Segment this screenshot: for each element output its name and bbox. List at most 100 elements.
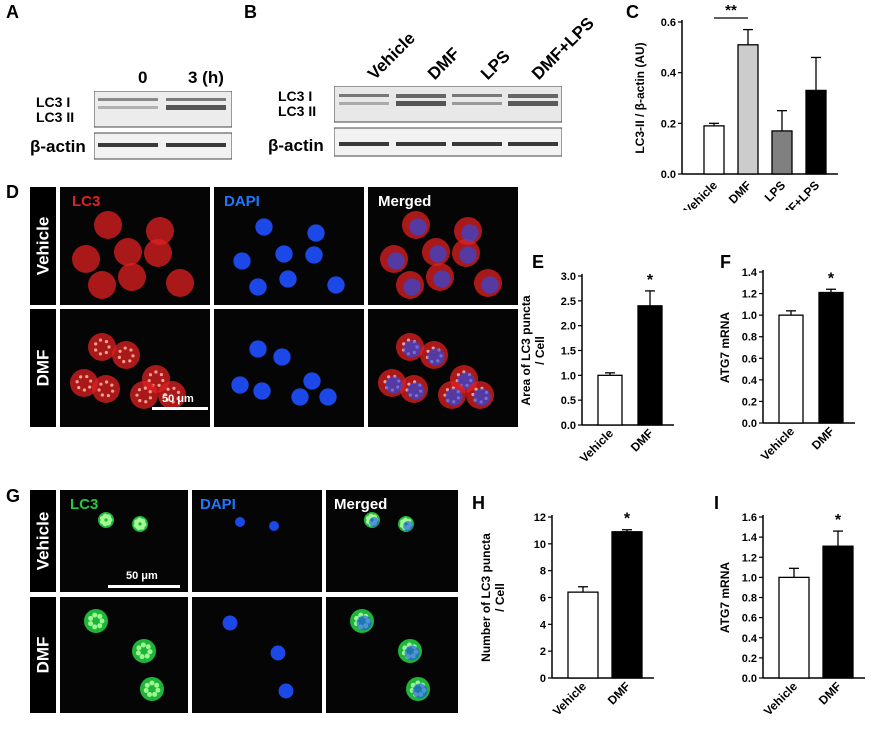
- lc3-puncta: [166, 387, 170, 391]
- blot-a-label-actin: β-actin: [30, 137, 86, 156]
- y-tick-label-e: 2.5: [561, 296, 576, 308]
- dapi-nucleus: [403, 521, 413, 531]
- blot-b-lane-lps: LPS: [477, 46, 514, 84]
- lc3-cell: [144, 239, 172, 267]
- dapi-nucleus: [403, 278, 421, 296]
- y-tick-label-f: 1.0: [742, 310, 757, 322]
- dapi-nucleus: [429, 245, 447, 263]
- dapi-nucleus: [327, 276, 345, 294]
- lc3-puncta: [136, 645, 142, 651]
- lc3-cell: [166, 269, 194, 297]
- micro-g-vehicle-lc3: [60, 490, 188, 592]
- dapi-nucleus: [461, 224, 479, 242]
- dapi-nucleus: [233, 252, 251, 270]
- x-tick-label-h: DMF: [605, 679, 633, 707]
- dapi-nucleus: [445, 388, 463, 406]
- micro-d-vehicle-dapi: [214, 187, 364, 305]
- blot-b-lane-vehicle: Vehicle: [364, 28, 419, 84]
- dapi-nucleus: [433, 270, 451, 288]
- panel-label-f: F: [720, 252, 731, 272]
- dapi-nucleus: [270, 645, 286, 661]
- lc3-puncta: [97, 613, 103, 619]
- y-tick-label-f: 0.0: [742, 418, 757, 430]
- lc3-puncta: [123, 346, 127, 350]
- y-tick-label-i: 0.4: [742, 633, 758, 645]
- dapi-nucleus: [255, 218, 273, 236]
- significance-star-e: *: [647, 272, 654, 289]
- y-tick-label-e: 0.5: [561, 395, 576, 407]
- lc3-cell: [140, 677, 164, 701]
- lc3-cell: [88, 333, 116, 361]
- lc3-puncta: [144, 682, 150, 688]
- panel-label-a: A: [6, 2, 19, 22]
- panel-label-d: D: [6, 182, 19, 202]
- row-label-dmf-g: DMF: [30, 597, 56, 713]
- lc3-puncta: [92, 612, 98, 618]
- lc3-puncta: [407, 382, 411, 386]
- y-tick-label-f: 0.6: [742, 353, 757, 365]
- lc3-puncta: [99, 618, 105, 624]
- dapi-nucleus: [273, 348, 291, 366]
- significance-star-i: *: [835, 512, 842, 529]
- lc3-puncta: [135, 393, 139, 397]
- y-tick-label-i: 1.4: [742, 532, 758, 544]
- lc3-puncta: [152, 691, 158, 697]
- lc3-puncta: [88, 615, 94, 621]
- channel-label-merged-d: Merged: [378, 193, 432, 210]
- micro-d-vehicle-merged: [368, 187, 518, 305]
- y-tick-label-c: 0.2: [661, 118, 676, 130]
- bar-i-0: [778, 576, 810, 679]
- x-tick-label-i: DMF: [816, 679, 844, 707]
- lc3-puncta: [104, 350, 108, 355]
- y-tick-label-i: 1.0: [742, 572, 757, 584]
- panel-label-c: C: [626, 2, 639, 22]
- dapi-nucleus: [279, 270, 297, 288]
- lc3-puncta: [154, 682, 160, 688]
- bar-c-2: [771, 130, 793, 175]
- y-tick-label-c: 0.0: [661, 169, 676, 181]
- dapi-nucleus: [269, 521, 279, 531]
- dapi-nucleus: [307, 224, 325, 242]
- dapi-nucleus: [356, 615, 372, 631]
- y-tick-label-f: 1.2: [742, 289, 757, 301]
- y-tick-label-e: 0.0: [561, 420, 576, 432]
- chart-c: 0.0 0.2 0.4 0.6 LC3-II / β-actin (AU) Vehicle…: [633, 2, 838, 210]
- panel-label-g: G: [6, 486, 21, 506]
- y-tick-label-f: 0.4: [742, 375, 758, 387]
- micro-g-dmf-dapi: [192, 597, 322, 713]
- dapi-nucleus: [278, 683, 294, 699]
- lc3-cell: [72, 245, 100, 273]
- lc3-puncta: [106, 514, 112, 520]
- lc3-puncta: [99, 382, 103, 386]
- lc3-cell: [146, 217, 174, 245]
- blot-b-label-actin: β-actin: [268, 136, 324, 155]
- bar-c-1: [737, 44, 759, 175]
- lc3-puncta: [88, 385, 92, 389]
- blot-b-label-lc3ii: LC3 II: [278, 103, 317, 119]
- dapi-nucleus: [222, 615, 238, 631]
- lc3-puncta: [100, 393, 104, 397]
- y-tick-label-f: 0.2: [742, 396, 757, 408]
- lc3-puncta: [154, 370, 158, 374]
- bar-h-0: [567, 591, 599, 679]
- chart-f: 0.0 0.2 0.4 0.6 0.8 1.0 1.2 1.4 ATG7 mRNA Vehicle…: [718, 267, 855, 463]
- lc3-puncta: [89, 379, 93, 383]
- blot-b-lane-dmf-lps: DMF+LPS: [528, 13, 598, 84]
- row-label-dmf-d: DMF: [30, 309, 56, 427]
- blot-b-label-lc3i: LC3 I: [278, 88, 313, 104]
- lc3-puncta: [148, 373, 153, 377]
- dapi-nucleus: [481, 276, 499, 294]
- dapi-nucleus: [249, 340, 267, 358]
- blot-a-label-lc3i: LC3 I: [36, 94, 71, 110]
- dapi-nucleus: [385, 376, 403, 394]
- significance-star-h: *: [624, 511, 631, 528]
- lc3-puncta: [147, 379, 151, 383]
- lc3-cell: [130, 381, 158, 409]
- y-tick-label-i: 0.8: [742, 593, 757, 605]
- y-tick-label-h: 4: [540, 619, 547, 631]
- y-tick-label-h: 6: [540, 593, 546, 605]
- significance-star-f: *: [828, 270, 835, 287]
- lc3-puncta: [163, 392, 167, 397]
- lc3-puncta: [88, 621, 94, 627]
- bar-e-1: [637, 305, 663, 426]
